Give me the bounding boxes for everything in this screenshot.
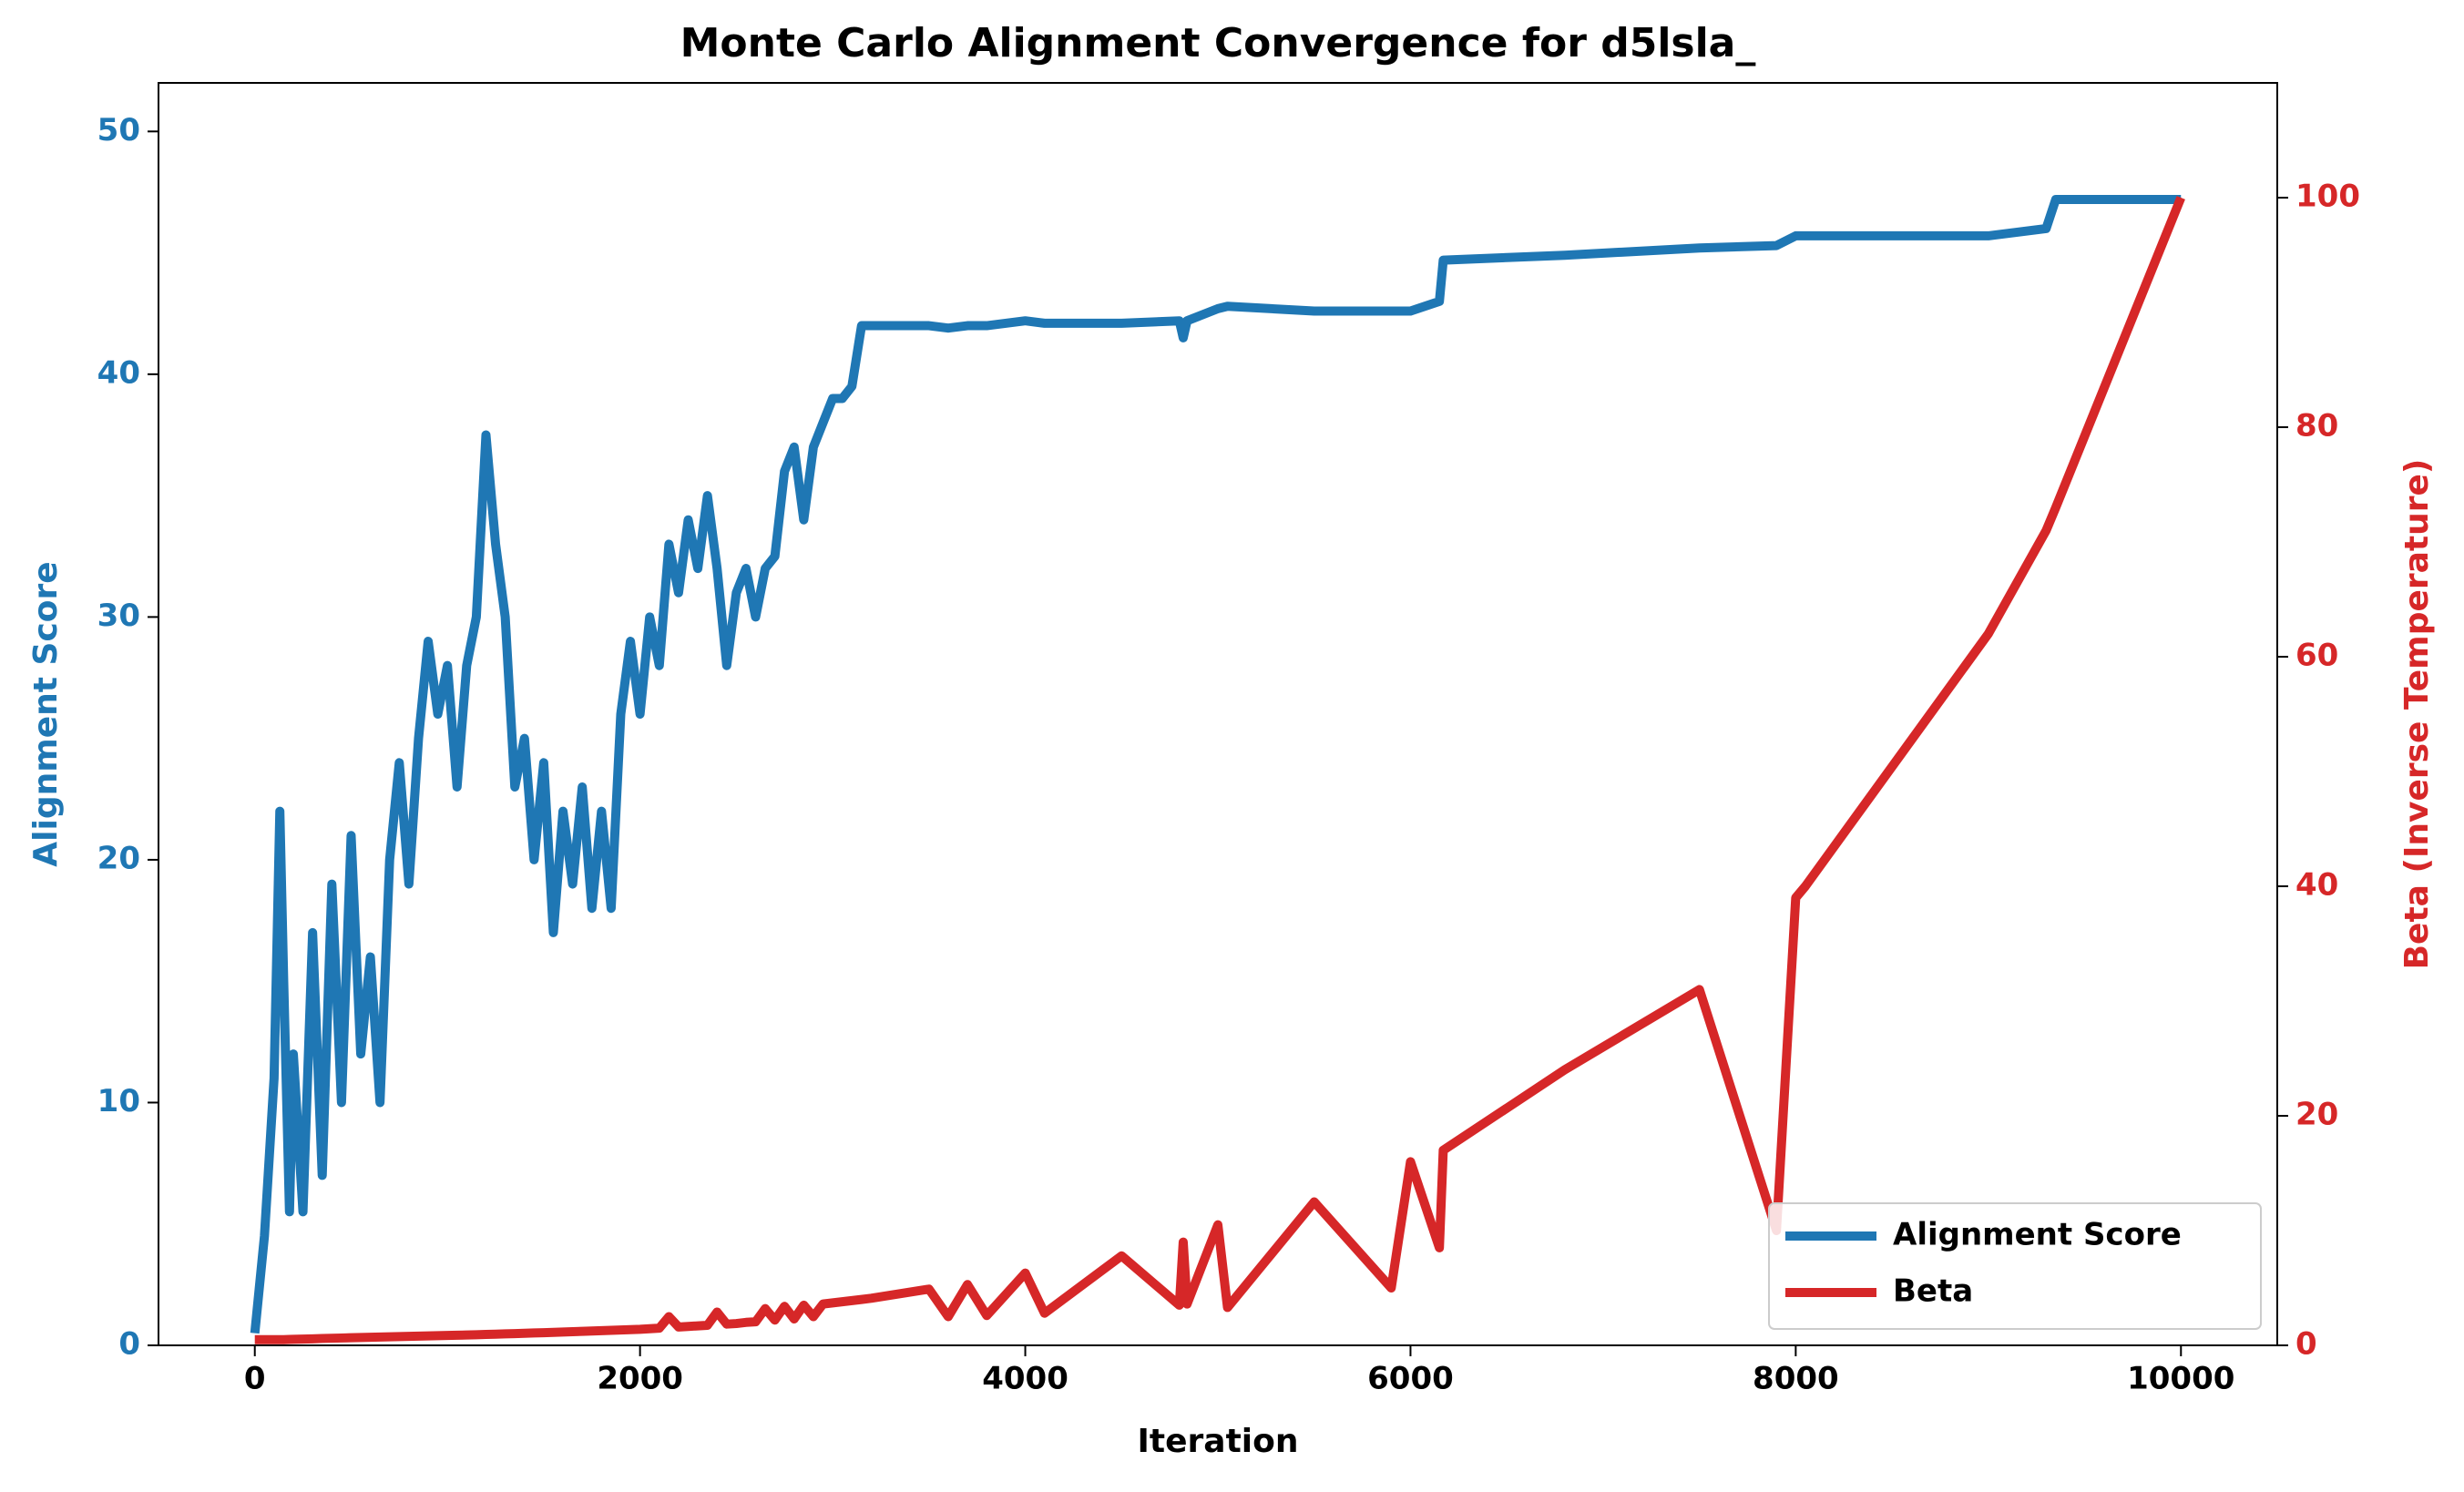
legend-label: Beta xyxy=(1893,1273,1973,1310)
y2-tick-label: 0 xyxy=(2295,1326,2317,1363)
y2-tick-label: 100 xyxy=(2295,179,2360,215)
y2-axis-label: Beta (Inverse Temperature) xyxy=(2398,459,2436,970)
series-line xyxy=(254,196,2185,1344)
legend-label: Alignment Score xyxy=(1893,1217,2182,1253)
series-line xyxy=(250,194,2182,1334)
y-tick-label: 10 xyxy=(97,1083,140,1119)
legend-box xyxy=(1768,1202,2262,1330)
x-tick-label: 10000 xyxy=(2127,1361,2234,1397)
x-axis-label: Iteration xyxy=(1138,1423,1299,1460)
plot-frame xyxy=(158,82,2278,1346)
chart-title: Monte Carlo Alignment Convergence for d5… xyxy=(680,20,1756,66)
y-tick-label: 50 xyxy=(97,112,140,148)
y-axis-label: Alignment Score xyxy=(27,561,65,866)
y2-tick-label: 20 xyxy=(2295,1097,2338,1133)
x-tick-label: 8000 xyxy=(1753,1361,1839,1397)
y2-tick-label: 60 xyxy=(2295,638,2338,674)
x-tick-label: 4000 xyxy=(982,1361,1068,1397)
x-tick-label: 0 xyxy=(244,1361,266,1397)
y-tick-label: 40 xyxy=(97,354,140,391)
y-tick-label: 20 xyxy=(97,840,140,876)
x-tick-label: 6000 xyxy=(1367,1361,1454,1397)
y2-tick-label: 40 xyxy=(2295,867,2338,904)
x-tick-label: 2000 xyxy=(597,1361,683,1397)
y-tick-label: 30 xyxy=(97,598,140,634)
y2-tick-label: 80 xyxy=(2295,408,2338,445)
y-tick-label: 0 xyxy=(118,1326,140,1363)
